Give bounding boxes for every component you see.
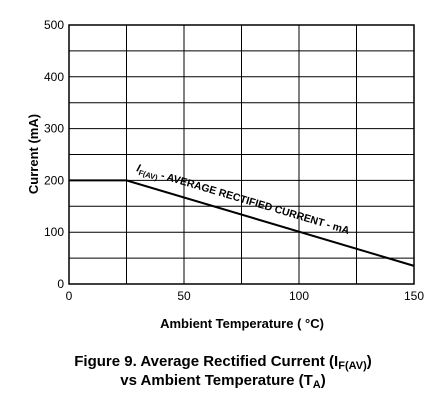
series [69,179,415,267]
x-tick-label: 100 [289,289,309,303]
y-tick-label: 300 [44,122,64,136]
plot-frame [68,24,415,285]
chart: 0 100 200 300 400 500 0 50 100 150 IF(AV) - AVERA… [26,18,424,331]
x-axis-title: Ambient Temperature ( °C) [160,316,324,331]
series-line [69,179,415,267]
figure-caption-line-1: Figure 9. Average Rectified Current (IF(… [74,353,372,372]
y-tick-label: 0 [57,277,64,291]
tick-labels: 0 100 200 300 400 500 0 50 100 150 [44,18,424,303]
figure-caption-line-2: vs Ambient Temperature (TA) [120,372,326,391]
y-axis-title: Current (mA) [26,114,41,194]
x-tick-label: 150 [404,289,424,303]
x-tick-label: 0 [66,289,73,303]
y-tick-label: 400 [44,70,64,84]
series-label: IF(AV) - AVERAGE RECTIFIED CURRENT - mA [135,162,352,239]
y-tick-label: 500 [44,18,64,32]
y-tick-label: 100 [44,225,64,239]
axes [68,24,415,285]
grid [69,25,414,284]
y-tick-label: 200 [44,173,64,187]
x-tick-label: 50 [177,289,191,303]
